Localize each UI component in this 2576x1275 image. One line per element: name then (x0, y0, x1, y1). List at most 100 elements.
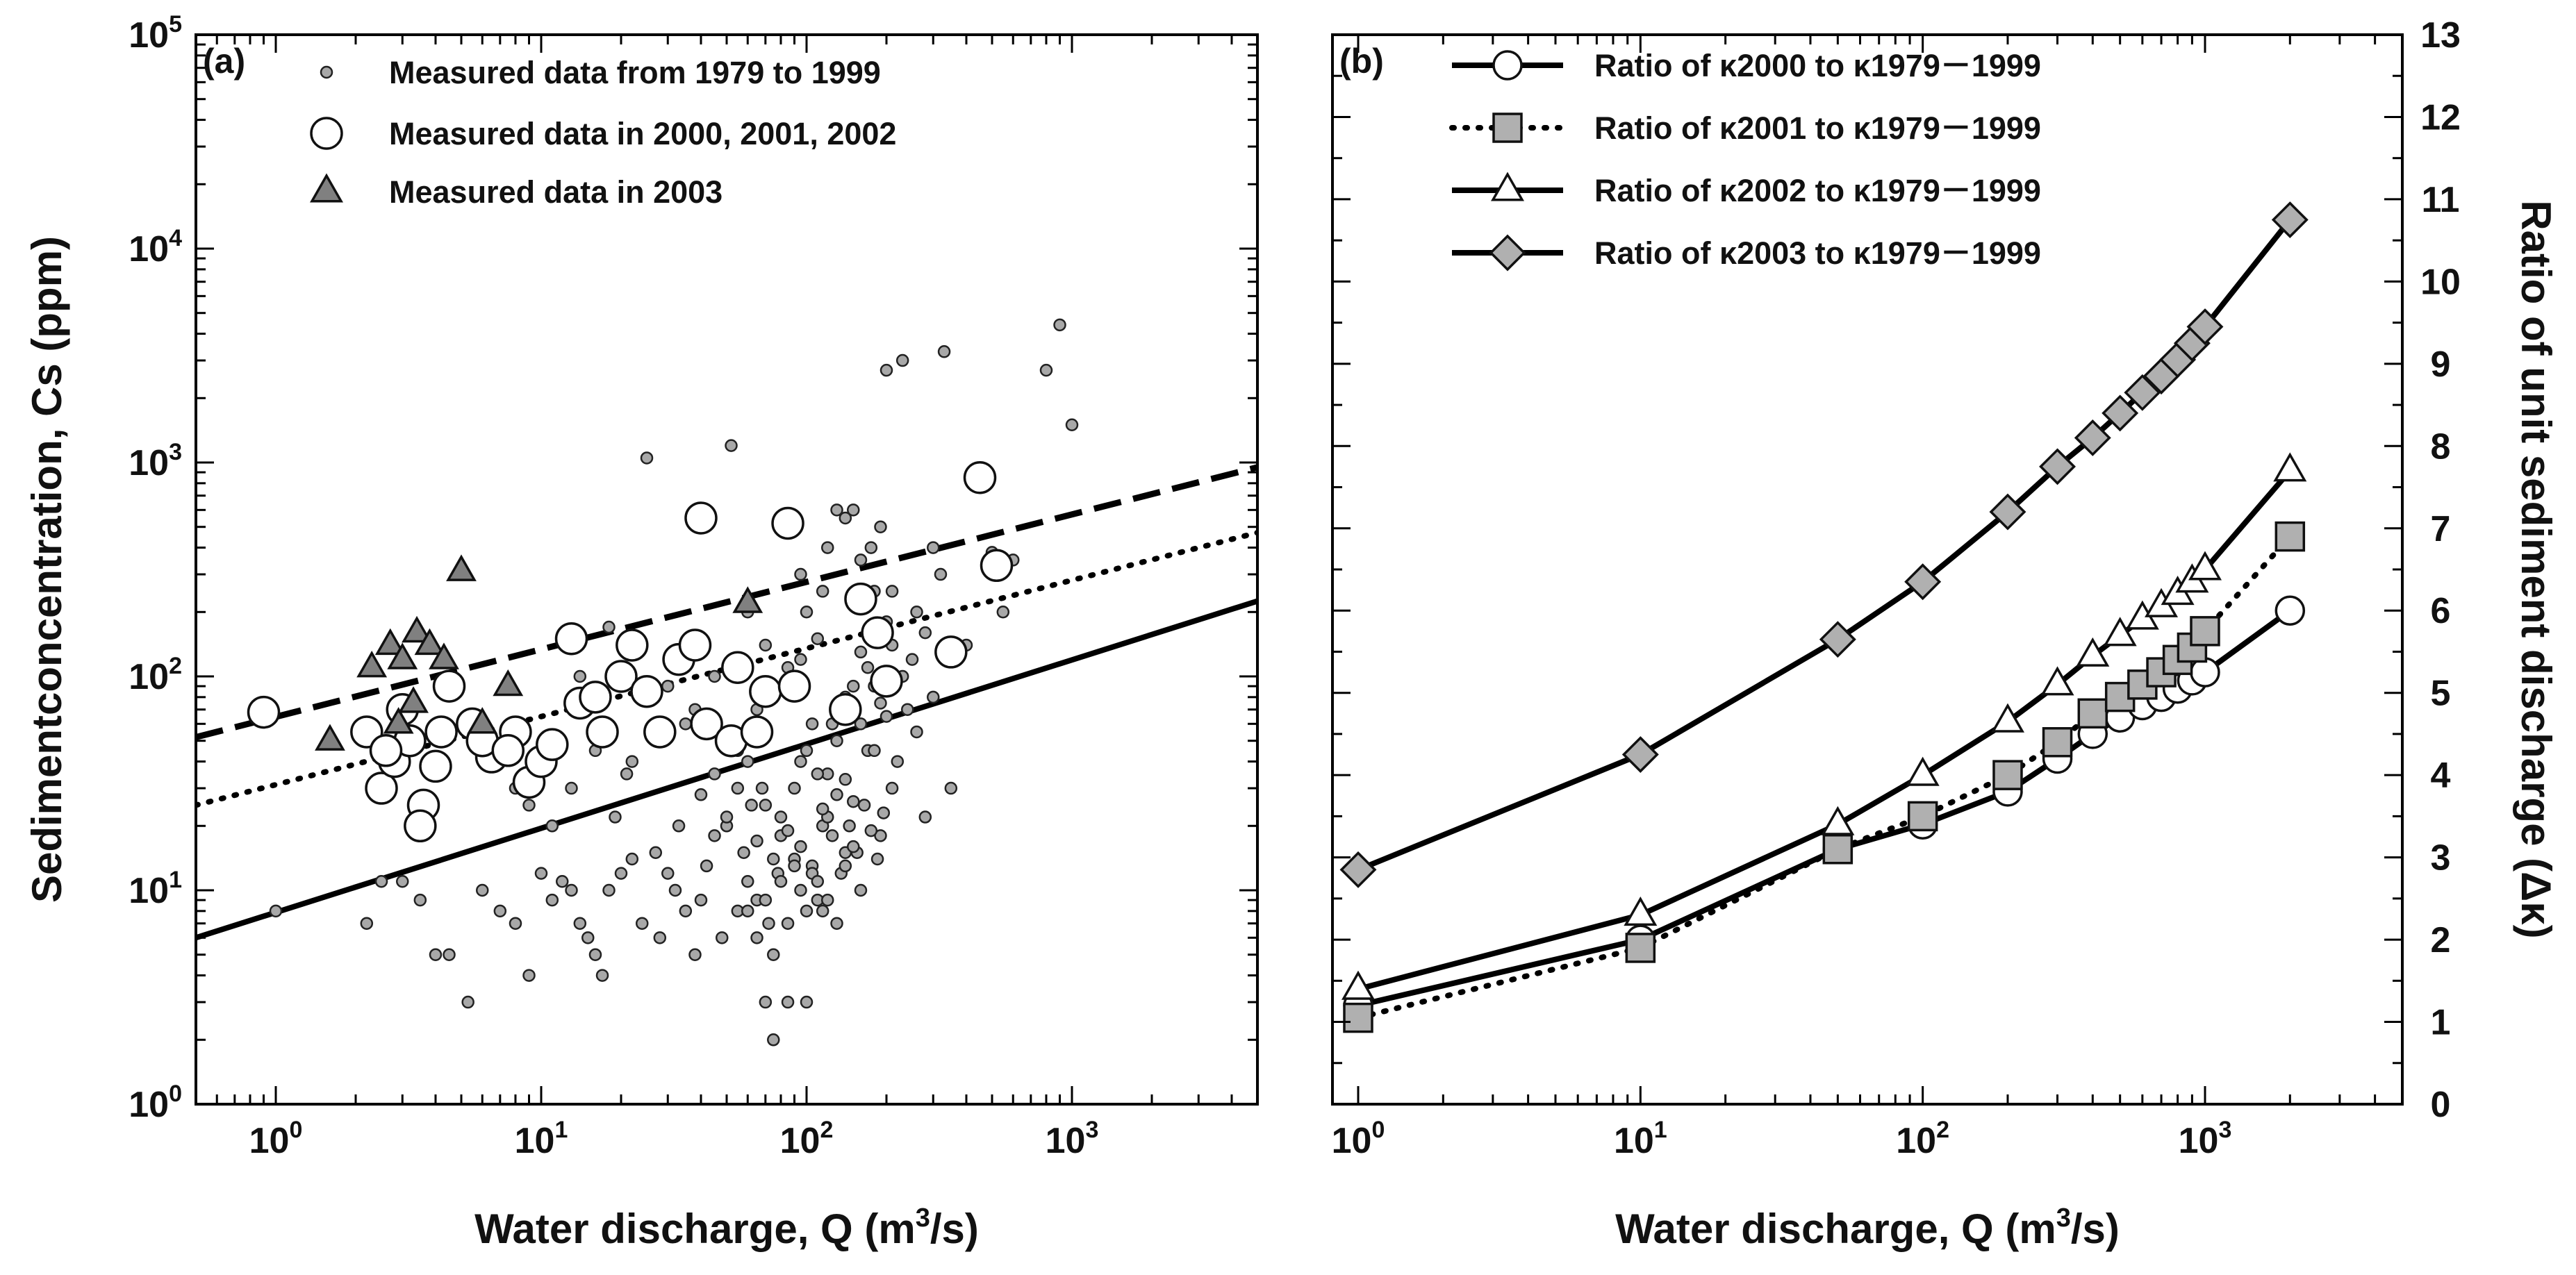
legend-entry-3: Ratio of κ2002 to κ1979－1999 (1594, 173, 2041, 208)
data-point (811, 875, 825, 888)
data-point (870, 852, 884, 866)
y-tick-label: 8 (2431, 426, 2451, 467)
data-point (653, 931, 667, 944)
legend-entry-1: Ratio of κ2000 to κ1979－1999 (1594, 48, 2041, 83)
y-axis-label-a: Sedimentconcentration, Cs (ppm) (24, 236, 70, 903)
data-point (830, 734, 843, 747)
data-point (700, 859, 713, 873)
plot-frame-a (195, 33, 1259, 1106)
data-point (595, 969, 609, 982)
y-tick-label-exp: 1 (169, 867, 182, 893)
data-point (536, 728, 569, 761)
data-point (794, 883, 807, 897)
legend-marker-3 (309, 173, 344, 203)
data-point (839, 511, 852, 525)
x-tick-label: 100 (1332, 1117, 1385, 1161)
data-point (830, 917, 843, 930)
data-point (1904, 563, 1942, 601)
data-point (1039, 363, 1053, 377)
y-tick-label-base: 10 (129, 443, 169, 483)
ticks-b (1332, 33, 2404, 1106)
data-point (708, 829, 721, 842)
data-point (934, 635, 968, 669)
x-tick-label-exp: 3 (1085, 1117, 1098, 1143)
data-point (800, 606, 814, 619)
data-point (900, 703, 914, 716)
y-axis-label-b: Ratio of unit sediment discharge (Δκ) (2513, 200, 2559, 938)
y-tick-label-exp: 2 (169, 653, 182, 679)
data-point (741, 875, 754, 888)
legend-b: Ratio of κ2000 to κ1979－1999 Ratio of κ20… (1449, 48, 2041, 272)
data-point (708, 767, 721, 781)
data-point (1341, 970, 1376, 1000)
data-point (374, 875, 388, 888)
data-point (745, 799, 758, 812)
data-point (640, 451, 654, 465)
data-point (864, 824, 878, 838)
data-point (545, 893, 559, 907)
data-point (870, 665, 903, 698)
fit-line-dashed (196, 464, 1257, 740)
data-point (750, 931, 763, 944)
y-tick-label: 9 (2431, 344, 2451, 385)
y-tick-label-base: 10 (129, 657, 169, 697)
legend-marker-1 (1492, 50, 1523, 81)
y-tick-label-base: 10 (129, 15, 169, 56)
data-point (868, 744, 881, 758)
legend-marker-1 (320, 65, 333, 79)
data-point (579, 681, 612, 714)
data-point (2103, 617, 2137, 647)
data-point (720, 810, 734, 824)
data-point (269, 904, 283, 918)
data-point (820, 541, 834, 554)
x-tick-label-exp: 0 (289, 1117, 302, 1143)
y-tick-label: 6 (2431, 591, 2451, 631)
data-point (777, 669, 811, 703)
x-tick-label-base: 10 (780, 1121, 820, 1161)
data-point (679, 717, 693, 731)
data-point (721, 651, 754, 685)
data-point (861, 616, 894, 649)
data-point (360, 917, 374, 930)
data-point (604, 660, 638, 693)
y-tick-label: 3 (2431, 838, 2451, 878)
data-point (432, 669, 466, 703)
data-point (767, 948, 780, 961)
panel-label-b: (b) (1339, 42, 1384, 81)
data-point (509, 917, 522, 930)
data-point (829, 692, 862, 726)
data-point (880, 363, 893, 377)
data-point (2042, 727, 2073, 758)
data-point (429, 948, 443, 961)
y-tick-label-base: 10 (129, 1085, 169, 1125)
legend-marker-4 (1489, 234, 1526, 272)
data-point (625, 852, 639, 866)
series-1 (269, 318, 1079, 1047)
y-tick-label: 5 (2431, 674, 2451, 714)
data-point (794, 755, 807, 768)
y-tick-label: 100 (129, 1081, 182, 1125)
data-point (725, 439, 738, 452)
data-point (522, 799, 536, 812)
data-point (794, 840, 807, 853)
data-point (857, 799, 871, 812)
fit-line-solid (196, 598, 1257, 941)
legend-marker-3 (1490, 172, 1525, 201)
data-point (387, 642, 418, 669)
data-point (910, 725, 923, 739)
data-point (737, 846, 750, 860)
data-point (565, 781, 578, 795)
data-point (854, 645, 868, 659)
data-point (918, 626, 932, 640)
data-point (2273, 452, 2307, 482)
data-point (927, 690, 940, 704)
data-point (708, 669, 721, 683)
data-point (762, 917, 775, 930)
data-point (759, 638, 773, 652)
y-tick-label: 103 (129, 439, 182, 483)
panel-label-a: (a) (203, 42, 245, 81)
data-point (885, 585, 899, 598)
data-point (630, 674, 663, 708)
data-point (555, 875, 569, 888)
